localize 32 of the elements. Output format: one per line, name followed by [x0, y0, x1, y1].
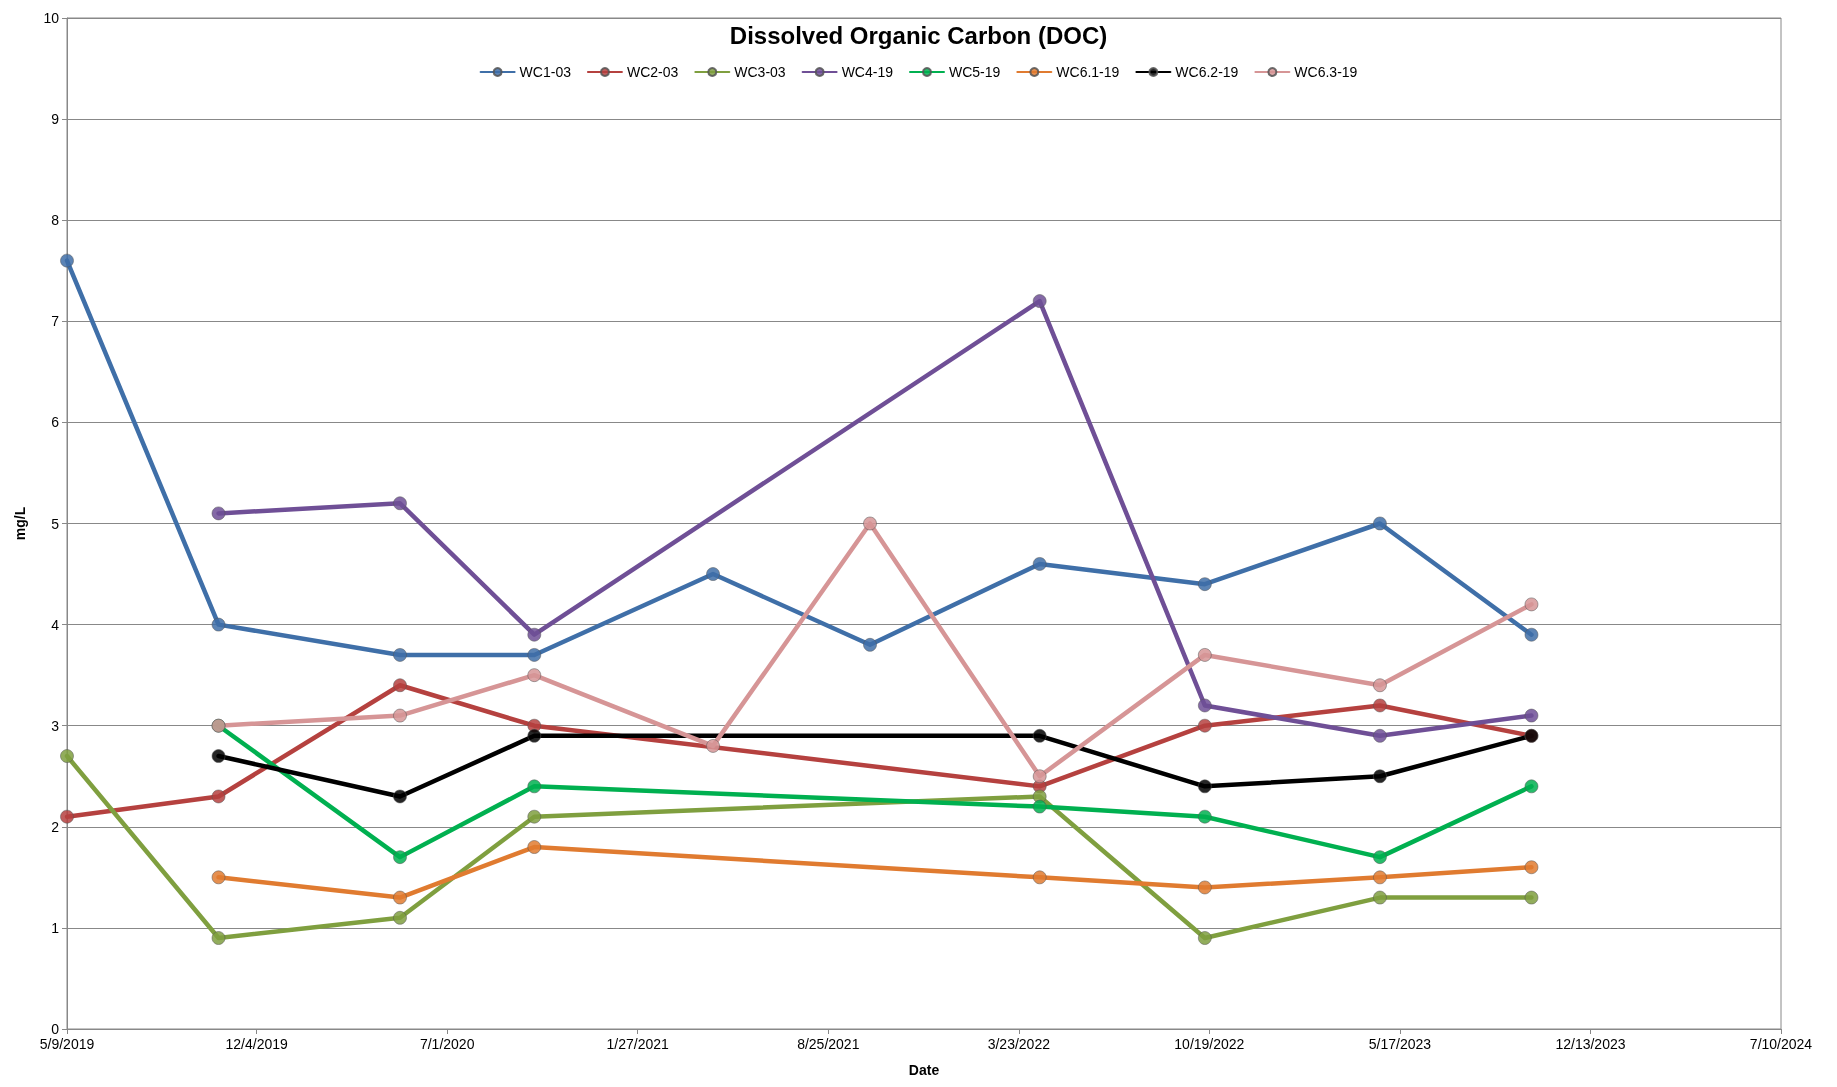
x-tick-label: 3/23/2022 [987, 1036, 1051, 1052]
y-tick-label: 10 [43, 10, 60, 26]
y-tick-label: 1 [51, 919, 60, 936]
x-tick-label: 10/19/2022 [1174, 1036, 1245, 1052]
x-tick-label: 5/17/2023 [1368, 1036, 1432, 1052]
y-tick-label: 3 [51, 717, 60, 734]
legend-label: WC4-19 [841, 64, 894, 80]
x-tick-label: 12/13/2023 [1555, 1036, 1626, 1052]
x-tick-label: 7/1/2020 [419, 1036, 475, 1052]
y-tick-label: 2 [51, 818, 60, 835]
legend-label: WC1-03 [519, 64, 572, 80]
y-tick-label: 6 [51, 414, 60, 431]
legend-label: WC6.2-19 [1175, 64, 1239, 80]
y-tick-label: 0 [51, 1021, 60, 1037]
x-tick-label: 12/4/2019 [225, 1036, 288, 1052]
legend-label: WC3-03 [734, 64, 786, 80]
x-tick-label: 8/25/2021 [797, 1036, 860, 1052]
y-tick-label: 5 [51, 515, 60, 532]
legend-label: WC5-19 [948, 64, 1001, 80]
legend-label: WC6.3-19 [1294, 64, 1358, 80]
y-tick-label: 9 [51, 111, 60, 128]
x-tick-label: 7/10/2024 [1749, 1036, 1813, 1052]
legend-label: WC6.1-19 [1056, 64, 1120, 80]
y-tick-label: 8 [51, 212, 60, 229]
x-tick-label: 5/9/2019 [39, 1036, 95, 1052]
x-axis-title: Date [908, 1062, 940, 1078]
x-tick-label: 1/27/2021 [606, 1036, 670, 1052]
chart-title: Dissolved Organic Carbon (DOC) [729, 21, 1108, 49]
y-tick-label: 7 [51, 313, 60, 330]
y-axis-title: mg/L [12, 506, 28, 541]
y-tick-label: 4 [51, 616, 60, 633]
legend-label: WC2-03 [626, 64, 679, 80]
